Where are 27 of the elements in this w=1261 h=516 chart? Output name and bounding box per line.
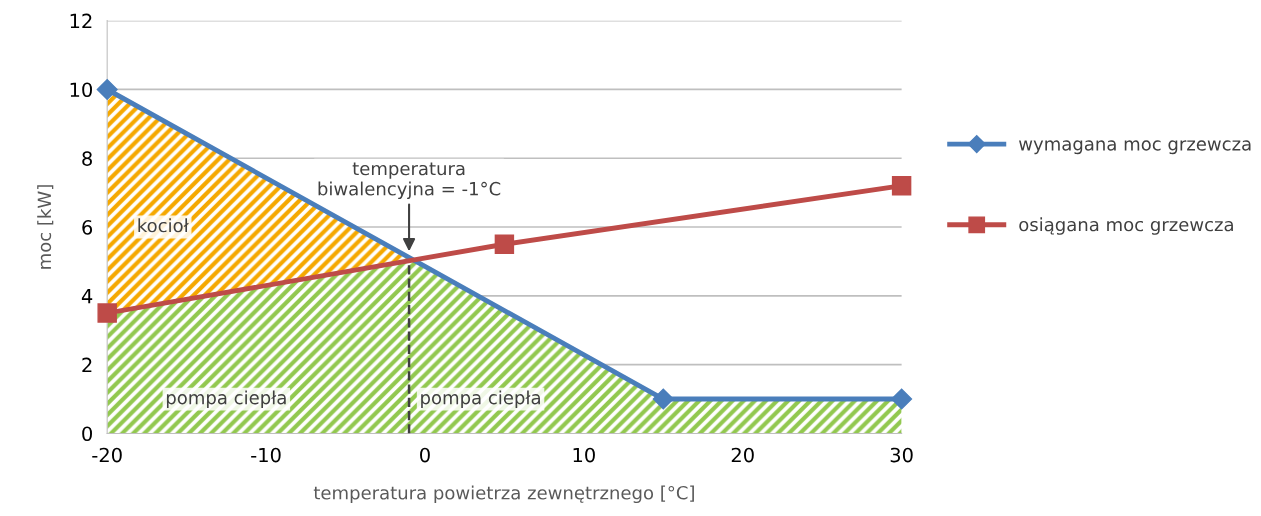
- y-axis-title: moc [kW]: [37, 185, 54, 269]
- point: [494, 234, 515, 254]
- y-tick-label: 4: [81, 289, 93, 304]
- y-tick-label: 8: [82, 151, 92, 166]
- x-tick-label: 20: [731, 447, 754, 463]
- x-tick-label: 0: [420, 447, 430, 463]
- x-axis-title: temperatura powietrza zewnętrznego [°C]: [313, 485, 694, 504]
- y-tick-label: 10: [70, 82, 92, 98]
- x-tick-label: 10: [573, 447, 595, 463]
- point: [96, 78, 118, 100]
- legend-label: wymagana moc grzewcza: [1019, 140, 1251, 155]
- legend-label: osiągana moc grzewcza: [1019, 217, 1233, 235]
- x-tick-label: -20: [92, 447, 122, 463]
- y-tick-label: 12: [70, 13, 92, 29]
- y-tick-label: 0: [82, 426, 92, 442]
- x-tick-label: 30: [890, 447, 913, 463]
- y-tick-label: 2: [82, 357, 92, 373]
- point: [97, 303, 117, 323]
- annotation: pompa ciepła: [421, 390, 540, 408]
- point: [891, 388, 913, 410]
- ref-line-label: temperatura biwalencyjna = -1°C: [318, 162, 501, 200]
- annotation: kocioł: [138, 218, 189, 233]
- point: [652, 388, 674, 410]
- point: [891, 176, 912, 196]
- annotation: pompa ciepła: [166, 390, 286, 408]
- x-tick-label: -10: [251, 447, 281, 463]
- y-tick-label: 6: [82, 220, 93, 235]
